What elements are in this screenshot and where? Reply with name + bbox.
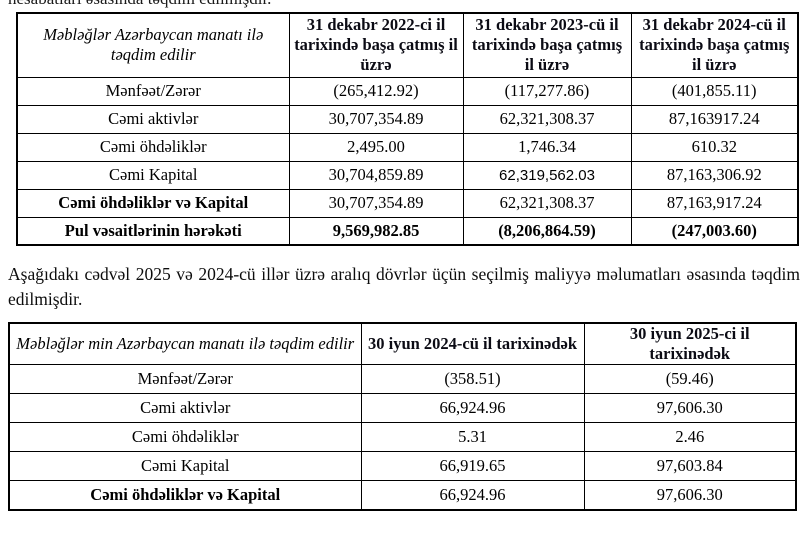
table-row: Mənfəət/Zərər (265,412.92) (117,277.86) … [16,76,799,106]
table-row: Cəmi Kapital 66,919.65 97,603.84 [8,451,797,482]
value-cell: (265,412.92) [288,76,464,106]
value-cell: 2,495.00 [288,132,464,162]
row-label: Cəmi Kapital [8,451,362,482]
table-row: Cəmi aktivlər 30,707,354.89 62,321,308.3… [16,104,799,134]
column-header-2023: 31 dekabr 2023-cü il tarixində başa çatm… [462,12,632,78]
column-header-jun2024: 30 iyun 2024-cü il tarixinədək [360,322,585,366]
value-cell: 62,321,308.37 [462,188,632,218]
table-row: Cəmi öhdəliklər 2,495.00 1,746.34 610.32 [16,132,799,162]
value-cell: 66,924.96 [360,393,585,424]
annual-financials-table: Məbləğlər Azərbaycan manatı ilə təqdim e… [16,12,799,246]
row-label: Cəmi öhdəliklər [8,422,362,453]
value-cell: (59.46) [583,364,797,395]
row-label: Cəmi öhdəliklər və Kapital [8,480,362,511]
value-cell: 1,746.34 [462,132,632,162]
table-header-row: Məbləğlər Azərbaycan manatı ilə təqdim e… [16,12,799,78]
interim-financials-table: Məbləğlər min Azərbaycan manatı ilə təqd… [8,322,797,511]
value-cell: 87,163,917.24 [630,188,799,218]
table-row: Cəmi Kapital 30,704,859.89 62,319,562.03… [16,160,799,190]
value-cell: 66,919.65 [360,451,585,482]
row-label: Mənfəət/Zərər [8,364,362,395]
value-cell: 62,321,308.37 [462,104,632,134]
row-label: Cəmi öhdəliklər [16,132,290,162]
table-row: Pul vəsaitlərinin hərəkəti 9,569,982.85 … [16,216,799,246]
value-cell: 87,163,306.92 [630,160,799,190]
value-cell: (8,206,864.59) [462,216,632,246]
row-label: Pul vəsaitlərinin hərəkəti [16,216,290,246]
value-cell: 97,606.30 [583,480,797,511]
value-cell: (401,855.11) [630,76,799,106]
value-cell: 610.32 [630,132,799,162]
table-row: Cəmi öhdəliklər və Kapital 66,924.96 97,… [8,480,797,511]
value-cell: 87,163917.24 [630,104,799,134]
value-cell: 62,319,562.03 [462,160,632,190]
value-cell: 30,704,859.89 [288,160,464,190]
value-cell: 66,924.96 [360,480,585,511]
intro-paragraph: Aşağıdakı cədvəl 2025 və 2024-cü illər ü… [8,264,800,310]
value-cell: 97,603.84 [583,451,797,482]
value-cell: 9,569,982.85 [288,216,464,246]
table-header-row: Məbləğlər min Azərbaycan manatı ilə təqd… [8,322,797,366]
value-cell: 2.46 [583,422,797,453]
value-cell: 30,707,354.89 [288,104,464,134]
column-header-2024: 31 dekabr 2024-cü il tarixində başa çatm… [630,12,799,78]
value-cell: (358.51) [360,364,585,395]
row-label: Cəmi aktivlər [16,104,290,134]
table-row: Cəmi öhdəliklər və Kapital 30,707,354.89… [16,188,799,218]
amounts-note-header: Məbləğlər min Azərbaycan manatı ilə təqd… [8,322,362,366]
column-header-2022: 31 dekabr 2022-ci il tarixində başa çatm… [288,12,464,78]
row-label: Cəmi aktivlər [8,393,362,424]
row-label: Cəmi öhdəliklər və Kapital [16,188,290,218]
value-cell: (117,277.86) [462,76,632,106]
clipped-paragraph-fragment: hesabatları əsasında təqdim edilmişdir. [8,0,798,9]
table-row: Mənfəət/Zərər (358.51) (59.46) [8,364,797,395]
amounts-note-header: Məbləğlər Azərbaycan manatı ilə təqdim e… [16,12,290,78]
value-cell: 30,707,354.89 [288,188,464,218]
value-cell: 5.31 [360,422,585,453]
column-header-jun2025: 30 iyun 2025-ci il tarixinədək [583,322,797,366]
table-row: Cəmi aktivlər 66,924.96 97,606.30 [8,393,797,424]
value-cell: (247,003.60) [630,216,799,246]
row-label: Cəmi Kapital [16,160,290,190]
clipped-text: hesabatları əsasında təqdim edilmişdir. [8,0,798,9]
row-label: Mənfəət/Zərər [16,76,290,106]
value-cell: 97,606.30 [583,393,797,424]
table-row: Cəmi öhdəliklər 5.31 2.46 [8,422,797,453]
